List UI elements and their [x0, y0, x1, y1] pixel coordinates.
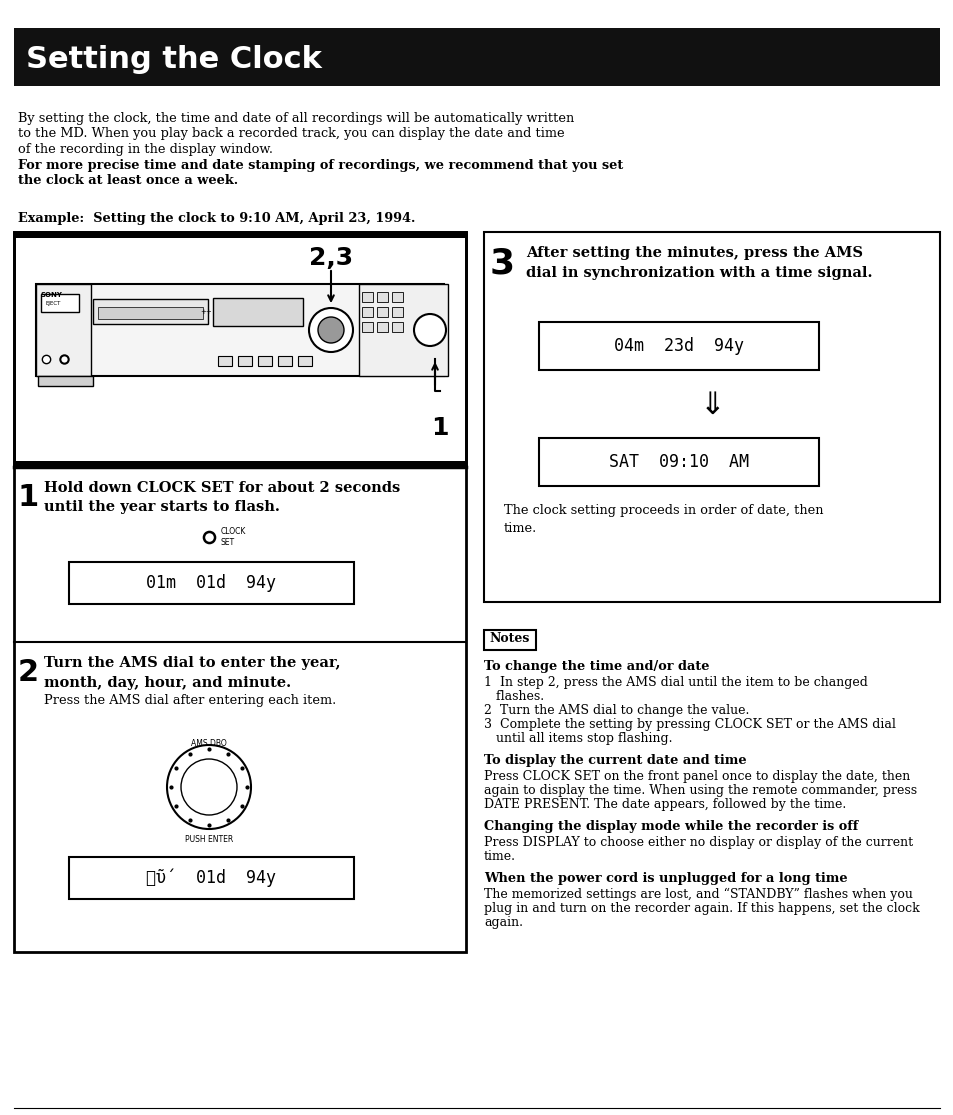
Text: DATE PRESENT. The date appears, followed by the time.: DATE PRESENT. The date appears, followed… [483, 798, 845, 811]
Text: to the MD. When you play back a recorded track, you can display the date and tim: to the MD. When you play back a recorded… [18, 127, 564, 140]
Bar [392, 307, 402, 317]
Text: Hold down CLOCK SET for about 2 seconds
until the year starts to flash.: Hold down CLOCK SET for about 2 seconds … [44, 481, 400, 514]
Bar [376, 322, 388, 332]
Text: After setting the minutes, press the AMS
dial in synchronization with a time sig: After setting the minutes, press the AMS… [525, 246, 872, 280]
Text: Setting the Clock: Setting the Clock [26, 45, 321, 74]
Bar [358, 284, 448, 376]
Bar [538, 438, 818, 486]
Text: The memorized settings are lost, and “STANDBY” flashes when you: The memorized settings are lost, and “ST… [483, 888, 912, 901]
Text: SAT  09:10  AM: SAT 09:10 AM [608, 453, 748, 471]
Text: PUSH ENTER: PUSH ENTER [185, 835, 233, 844]
Bar [92, 299, 208, 324]
Bar [41, 294, 79, 312]
Bar [36, 284, 91, 376]
Bar [69, 857, 354, 899]
Text: 1: 1 [431, 416, 448, 440]
Text: SONY: SONY [41, 292, 63, 298]
Text: To change the time and/or date: To change the time and/or date [483, 660, 709, 673]
Text: the clock at least once a week.: the clock at least once a week. [18, 174, 238, 187]
Bar [69, 562, 354, 604]
Text: Changing the display mode while the recorder is off: Changing the display mode while the reco… [483, 820, 858, 833]
Text: CLOCK
SET: CLOCK SET [221, 527, 246, 546]
Text: 1: 1 [18, 483, 39, 512]
Text: EJECT: EJECT [46, 301, 61, 306]
Text: 2  Turn the AMS dial to change the value.: 2 Turn the AMS dial to change the value. [483, 704, 749, 717]
Text: 2: 2 [18, 658, 39, 687]
Bar [277, 356, 292, 366]
Text: When the power cord is unplugged for a long time: When the power cord is unplugged for a l… [483, 872, 846, 885]
Bar [14, 460, 465, 467]
Circle shape [414, 314, 446, 346]
Text: Turn the AMS dial to enter the year,
month, day, hour, and minute.: Turn the AMS dial to enter the year, mon… [44, 656, 340, 689]
Bar [361, 292, 373, 302]
Bar [538, 322, 818, 370]
Text: To display the current date and time: To display the current date and time [483, 754, 746, 767]
Bar [14, 28, 939, 86]
Text: plug in and turn on the recorder again. If this happens, set the clock: plug in and turn on the recorder again. … [483, 902, 919, 915]
Bar [376, 292, 388, 302]
Circle shape [167, 745, 251, 828]
Bar [98, 307, 203, 319]
Text: again.: again. [483, 917, 522, 929]
Text: 1  In step 2, press the AMS dial until the item to be changed: 1 In step 2, press the AMS dial until th… [483, 676, 867, 689]
Bar [213, 298, 303, 326]
Text: again to display the time. When using the remote commander, press: again to display the time. When using th… [483, 784, 916, 797]
Text: 3: 3 [490, 246, 515, 280]
Bar [218, 356, 232, 366]
Text: ⇓: ⇓ [699, 390, 724, 419]
Bar [14, 232, 465, 952]
Bar [392, 292, 402, 302]
Text: Press DISPLAY to choose either no display or display of the current: Press DISPLAY to choose either no displa… [483, 836, 912, 849]
Text: 㑊ῦ́  01d  94y: 㑊ῦ́ 01d 94y [147, 869, 276, 888]
Bar [14, 232, 465, 467]
Bar [483, 630, 536, 650]
Text: ++: ++ [200, 309, 212, 316]
Text: 2,3: 2,3 [309, 246, 353, 270]
Text: flashes.: flashes. [483, 690, 543, 702]
Bar [297, 356, 312, 366]
Text: 3  Complete the setting by pressing CLOCK SET or the AMS dial: 3 Complete the setting by pressing CLOCK… [483, 718, 895, 731]
Bar [257, 356, 272, 366]
Text: Press CLOCK SET on the front panel once to display the date, then: Press CLOCK SET on the front panel once … [483, 770, 909, 783]
Bar [376, 307, 388, 317]
Text: Press the AMS dial after entering each item.: Press the AMS dial after entering each i… [44, 694, 335, 707]
Text: 01m  01d  94y: 01m 01d 94y [147, 574, 276, 592]
Circle shape [181, 759, 236, 815]
Bar [361, 307, 373, 317]
Text: The clock setting proceeds in order of date, then
time.: The clock setting proceeds in order of d… [503, 504, 822, 535]
Bar [38, 376, 92, 386]
Text: time.: time. [483, 850, 516, 863]
Text: of the recording in the display window.: of the recording in the display window. [18, 143, 273, 156]
Circle shape [317, 317, 344, 343]
Bar [36, 284, 443, 376]
Text: For more precise time and date stamping of recordings, we recommend that you set: For more precise time and date stamping … [18, 158, 622, 172]
Circle shape [309, 308, 353, 352]
Text: 04m  23d  94y: 04m 23d 94y [614, 337, 743, 355]
Text: Example:  Setting the clock to 9:10 AM, April 23, 1994.: Example: Setting the clock to 9:10 AM, A… [18, 212, 415, 225]
Bar [392, 322, 402, 332]
Bar [14, 232, 465, 237]
Text: AMS DBO: AMS DBO [191, 739, 227, 748]
Bar [361, 322, 373, 332]
Bar [237, 356, 252, 366]
Text: Notes: Notes [489, 632, 530, 646]
Text: By setting the clock, the time and date of all recordings will be automatically : By setting the clock, the time and date … [18, 112, 574, 125]
Bar [483, 232, 939, 602]
Text: until all items stop flashing.: until all items stop flashing. [483, 733, 672, 745]
